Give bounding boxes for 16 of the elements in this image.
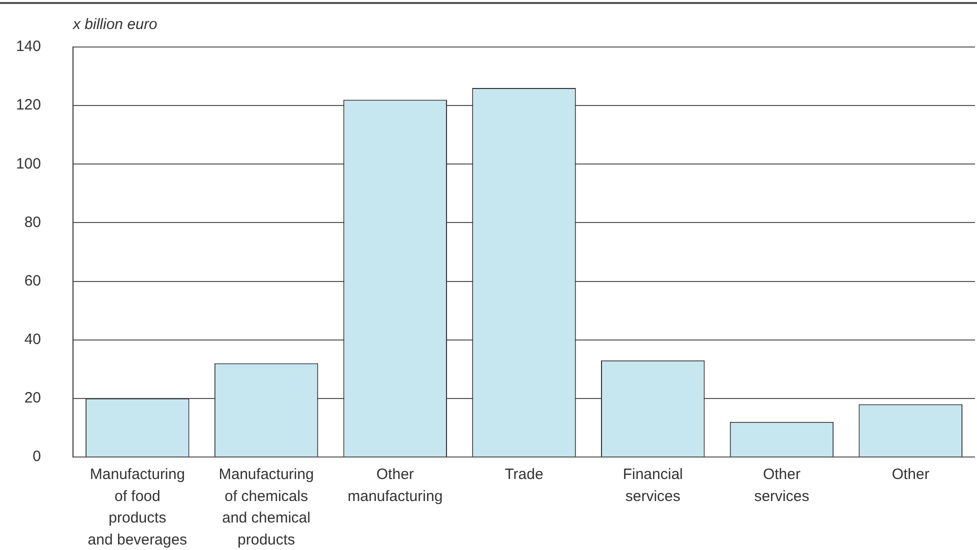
y-tick-label: 60	[24, 272, 41, 290]
x-tick-label: Financial services	[622, 466, 683, 505]
x-tick-label: Other manufacturing	[348, 466, 443, 505]
x-tick-label: Other	[892, 466, 930, 484]
y-tick-label: 140	[16, 38, 41, 56]
x-tick-label: Manufacturing of food products and beverages	[88, 466, 188, 548]
y-tick-label: 120	[16, 96, 41, 114]
y-axis-title: x billion euro	[72, 16, 158, 33]
y-tick-label: 20	[24, 390, 41, 407]
y-tick-label: 0	[32, 448, 41, 466]
y-tick-label: 40	[24, 331, 41, 348]
x-tick-label: Other services	[754, 466, 810, 505]
y-tick-label: 100	[16, 155, 41, 172]
x-tick-label: Manufacturing of chemicals and chemical products	[218, 466, 314, 548]
x-tick-label: Trade	[504, 466, 544, 484]
y-tick-label: 80	[24, 214, 41, 231]
